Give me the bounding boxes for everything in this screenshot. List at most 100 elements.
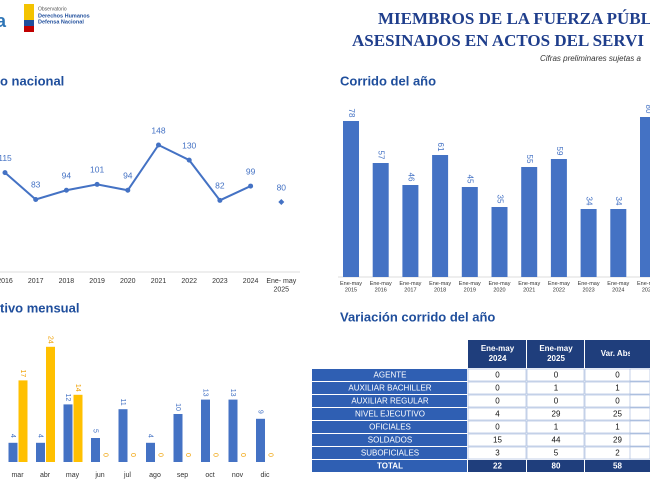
chart-title: tivo mensual (0, 300, 79, 315)
cell (467, 394, 527, 408)
data-label: 35 (495, 195, 504, 204)
cell-text: 1 (554, 423, 559, 432)
cell (467, 407, 527, 421)
bar (146, 442, 155, 462)
point (63, 187, 69, 193)
cell (526, 381, 585, 395)
logo-text: a (0, 11, 7, 31)
data-label: 14 (74, 384, 81, 392)
cell (526, 394, 585, 408)
cell (629, 381, 650, 395)
chart-title: o nacional (0, 73, 64, 88)
data-label: 55 (525, 155, 534, 164)
cell (467, 381, 527, 395)
data-label: 59 (555, 147, 564, 156)
data-label: 4 (9, 434, 16, 438)
data-label: 82 (215, 181, 225, 191)
bar (580, 209, 597, 277)
cell-text: 80 (552, 462, 561, 471)
bar (36, 442, 45, 462)
x-tick-label: 2019 (89, 278, 105, 285)
data-label: 13 (229, 389, 236, 397)
x-tick-label: sep (177, 472, 188, 479)
x-tick-label: jun (94, 472, 104, 479)
data-label: 115 (0, 153, 12, 163)
x-tick-label: Ene-may 2023 (578, 281, 600, 294)
cell-text: 0 (495, 397, 500, 406)
cell-text: 3 (495, 449, 500, 458)
cell-text: AGENTE (374, 371, 407, 380)
bar (63, 404, 73, 462)
x-tick-label: 2016 (0, 278, 13, 285)
data-label: 0 (267, 453, 274, 457)
data-label: 0 (184, 453, 191, 457)
cell-text: AUXILIAR BACHILLER (348, 384, 431, 393)
bar (73, 394, 83, 462)
data-label: 46 (406, 173, 415, 182)
x-tick-label: 2023 (212, 278, 228, 285)
cell-text: 0 (554, 397, 559, 406)
cell (312, 369, 467, 381)
x-tick-label: Ene-may 2020 (488, 281, 510, 294)
bar (432, 155, 449, 277)
x-tick-label: Ene-may 2018 (429, 281, 451, 294)
data-label: 45 (466, 175, 475, 184)
bar (91, 438, 100, 462)
cell (526, 368, 585, 382)
bar (8, 442, 18, 462)
bar (491, 207, 508, 277)
cell (526, 420, 585, 434)
data-label: 0 (102, 453, 109, 457)
x-tick-label: 2022 (181, 278, 197, 285)
cell (629, 420, 650, 434)
bar (550, 159, 567, 277)
data-label: 0 (129, 453, 136, 457)
x-tick-label: oct (205, 472, 214, 479)
cell-text: 0 (554, 371, 559, 380)
table-title: Variación corrido del año (340, 309, 495, 324)
cell (312, 460, 467, 472)
point (156, 142, 161, 148)
bar (173, 414, 183, 462)
x-tick-label: 2018 (59, 278, 75, 285)
cell-text: OFICIALES (369, 423, 411, 432)
x-tick-label: Ene-may 2022 (548, 281, 570, 294)
logo-line: Derechos Humanos (38, 13, 90, 19)
cell-text: SOLDADOS (368, 436, 412, 445)
cell-text: 15 (493, 436, 502, 445)
cell (312, 447, 467, 459)
data-label: 12 (64, 394, 71, 402)
logo-flag (24, 26, 34, 32)
bar (256, 418, 265, 462)
cell-text: TOTAL (377, 462, 403, 471)
data-label: 80 (644, 105, 650, 114)
cell-text: 0 (615, 397, 620, 406)
header-text: Var. Abs. (601, 349, 635, 358)
data-label: 99 (246, 166, 256, 176)
cell-text: 44 (552, 436, 561, 445)
x-tick-label: Ene-may 2021 (518, 281, 540, 294)
point (33, 196, 39, 202)
cell (629, 407, 650, 421)
subtitle: Cifras preliminares sujetas a (540, 54, 641, 63)
cell-text: 0 (495, 423, 500, 432)
x-tick-label: Ene-may 2015 (340, 281, 362, 294)
bar (402, 185, 419, 277)
cell (526, 407, 585, 421)
header-cell (527, 340, 584, 368)
x-tick-label: ago (149, 472, 161, 479)
title: MIEMBROS DE LA FUERZA PÚBLI (378, 9, 650, 28)
data-label: 17 (19, 370, 26, 378)
cell-text: 0 (615, 371, 620, 380)
cell-text: 22 (493, 462, 502, 471)
bar (640, 117, 650, 277)
cell-text: NIVEL EJECUTIVO (355, 410, 425, 419)
bar (610, 209, 627, 277)
cell (527, 460, 584, 472)
data-label: 11 (119, 399, 126, 406)
point (248, 183, 254, 189)
cell (467, 446, 527, 460)
x-tick-label: 2017 (28, 278, 44, 285)
cell-text: 0 (495, 371, 500, 380)
